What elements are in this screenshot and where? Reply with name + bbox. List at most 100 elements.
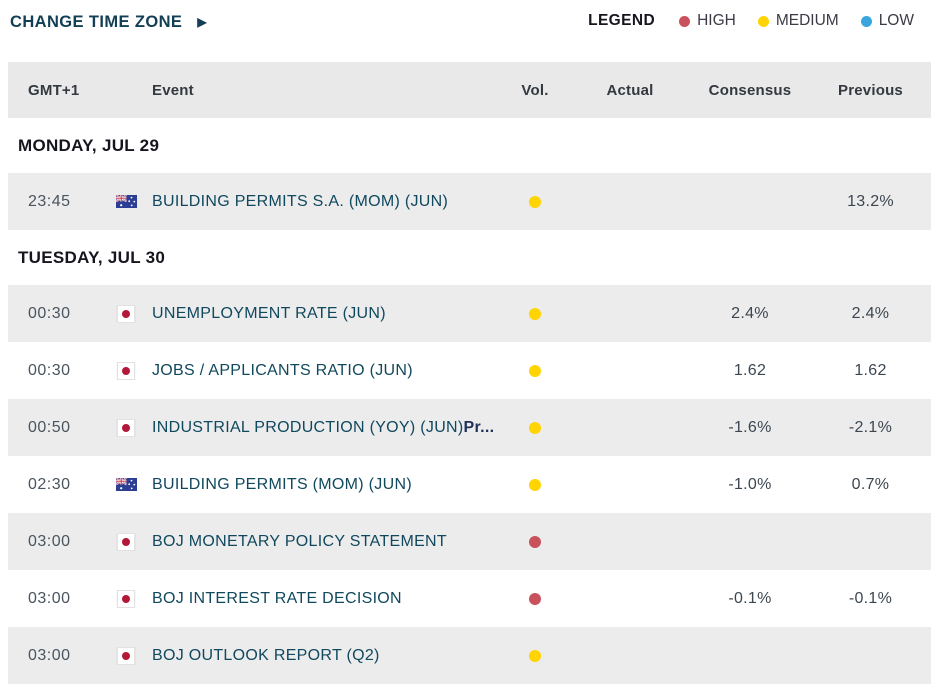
- legend-title: LEGEND: [588, 12, 656, 29]
- volatility-dot-icon: [529, 535, 541, 548]
- change-time-zone-button[interactable]: CHANGE TIME ZONE ▶: [10, 9, 207, 34]
- event-time: 00:30: [28, 361, 71, 379]
- event-time: 03:00: [28, 646, 71, 664]
- legend-item: HIGH: [679, 9, 736, 33]
- event-link[interactable]: BUILDING PERMITS S.A. (MOM) (JUN): [145, 193, 500, 211]
- event-row[interactable]: 03:00 BOJ MONETARY POLICY STATEMENT: [8, 513, 931, 570]
- legend-item: LOW: [860, 9, 914, 33]
- japan-flag-sun: [122, 423, 130, 432]
- column-header-previous: Previous: [838, 81, 903, 99]
- event-row[interactable]: 03:00 BOJ INTEREST RATE DECISION -0.1% -…: [8, 570, 931, 627]
- australia-flag-icon: [115, 478, 137, 491]
- event-time: 03:00: [28, 589, 71, 607]
- japan-flag-icon: [117, 418, 135, 437]
- japan-flag-icon: [117, 589, 135, 608]
- country-flag-cell: [107, 478, 145, 491]
- country-flag-cell: [107, 418, 145, 437]
- previous-value: -0.1%: [848, 589, 893, 607]
- japan-flag-sun: [122, 366, 130, 375]
- event-time: 02:30: [28, 475, 71, 493]
- calendar-toolbar: CHANGE TIME ZONE ▶ LEGEND HIGH MEDIUM LO…: [0, 0, 944, 62]
- country-flag-cell: [107, 589, 145, 608]
- legend-items: HIGH MEDIUM LOW: [679, 9, 914, 33]
- consensus-value: -0.1%: [728, 589, 772, 607]
- column-header-consensus: Consensus: [708, 81, 792, 99]
- date-section-header: MONDAY, JUL 29: [8, 118, 931, 173]
- consensus-value: 1.62: [733, 361, 767, 379]
- volatility-indicator: [500, 592, 570, 605]
- country-flag-cell: [107, 195, 145, 208]
- event-suffix: Pr...: [463, 418, 495, 436]
- event-row[interactable]: 23:45 BUILDING PERMITS S.A. (MOM) (JUN) …: [8, 173, 931, 230]
- event-link[interactable]: BOJ INTEREST RATE DECISION: [145, 590, 500, 608]
- event-title: BOJ OUTLOOK REPORT (Q2): [152, 646, 380, 664]
- japan-flag-icon: [117, 361, 135, 380]
- japan-flag-icon: [117, 646, 135, 665]
- event-title: BUILDING PERMITS (MOM) (JUN): [152, 475, 412, 493]
- japan-flag-sun: [122, 594, 130, 603]
- event-time: 00:50: [28, 418, 71, 436]
- change-time-zone-label: CHANGE TIME ZONE: [10, 12, 183, 31]
- event-title: BOJ INTEREST RATE DECISION: [152, 589, 402, 607]
- volatility-dot-icon: [529, 592, 541, 605]
- legend-item-label: HIGH: [697, 12, 736, 29]
- country-flag-cell: [107, 304, 145, 323]
- volatility-dot-icon: [529, 307, 541, 320]
- event-link[interactable]: BOJ OUTLOOK REPORT (Q2): [145, 647, 500, 665]
- table-header-row: GMT+1 Event Vol. Actual Consensus Previous: [8, 62, 931, 118]
- japan-flag-sun: [122, 651, 130, 660]
- volatility-indicator: [500, 364, 570, 377]
- previous-value: 2.4%: [851, 304, 890, 322]
- previous-value: 1.62: [854, 361, 887, 379]
- event-link[interactable]: UNEMPLOYMENT RATE (JUN): [145, 305, 500, 323]
- volatility-dot-icon: [757, 15, 769, 27]
- event-row[interactable]: 00:50 INDUSTRIAL PRODUCTION (YOY) (JUN)P…: [8, 399, 931, 456]
- country-flag-cell: [107, 532, 145, 551]
- volatility-indicator: [500, 307, 570, 320]
- event-title: UNEMPLOYMENT RATE (JUN): [152, 304, 386, 322]
- previous-value: -2.1%: [848, 418, 893, 436]
- event-row[interactable]: 02:30 BUILDING PERMITS (MOM) (JUN) -1.0%…: [8, 456, 931, 513]
- event-link[interactable]: BUILDING PERMITS (MOM) (JUN): [145, 476, 500, 494]
- event-title: BUILDING PERMITS S.A. (MOM) (JUN): [152, 192, 449, 210]
- consensus-value: -1.6%: [728, 418, 772, 436]
- volatility-indicator: [500, 649, 570, 662]
- previous-value: 0.7%: [851, 475, 890, 493]
- calendar-table: GMT+1 Event Vol. Actual Consensus Previous MO…: [8, 62, 931, 684]
- event-time: 03:00: [28, 532, 71, 550]
- event-link[interactable]: BOJ MONETARY POLICY STATEMENT: [145, 533, 500, 551]
- event-row[interactable]: 03:00 BOJ OUTLOOK REPORT (Q2): [8, 627, 931, 684]
- country-flag-cell: [107, 361, 145, 380]
- volatility-indicator: [500, 478, 570, 491]
- event-title: JOBS / APPLICANTS RATIO (JUN): [152, 361, 413, 379]
- japan-flag-icon: [117, 304, 135, 323]
- volatility-dot-icon: [529, 649, 541, 662]
- volatility-dot-icon: [529, 195, 541, 208]
- consensus-value: 2.4%: [731, 304, 769, 322]
- volatility-indicator: [500, 195, 570, 208]
- volatility-indicator: [500, 421, 570, 434]
- column-header-vol: Vol.: [521, 81, 549, 99]
- volatility-dot-icon: [860, 15, 872, 27]
- consensus-value: -1.0%: [728, 475, 772, 493]
- event-link[interactable]: INDUSTRIAL PRODUCTION (YOY) (JUN)Pr...: [145, 419, 500, 437]
- country-flag-cell: [107, 646, 145, 665]
- event-time: 23:45: [28, 192, 71, 210]
- legend: LEGEND HIGH MEDIUM LOW: [588, 9, 914, 33]
- column-header-event: Event: [152, 81, 194, 99]
- japan-flag-icon: [117, 532, 135, 551]
- volatility-indicator: [500, 535, 570, 548]
- volatility-dot-icon: [529, 478, 541, 491]
- legend-item-label: MEDIUM: [775, 12, 839, 29]
- event-link[interactable]: JOBS / APPLICANTS RATIO (JUN): [145, 362, 500, 380]
- event-row[interactable]: 00:30 UNEMPLOYMENT RATE (JUN) 2.4% 2.4%: [8, 285, 931, 342]
- event-title: BOJ MONETARY POLICY STATEMENT: [152, 532, 447, 550]
- legend-item: MEDIUM: [757, 9, 839, 33]
- event-title: INDUSTRIAL PRODUCTION (YOY) (JUN): [152, 418, 464, 436]
- event-time: 00:30: [28, 304, 71, 322]
- table-body: MONDAY, JUL 29 23:45 BUILDING PERMITS S.…: [8, 118, 931, 684]
- volatility-dot-icon: [529, 421, 541, 434]
- event-row[interactable]: 00:30 JOBS / APPLICANTS RATIO (JUN) 1.62…: [8, 342, 931, 399]
- column-header-gmt1: GMT+1: [28, 81, 80, 99]
